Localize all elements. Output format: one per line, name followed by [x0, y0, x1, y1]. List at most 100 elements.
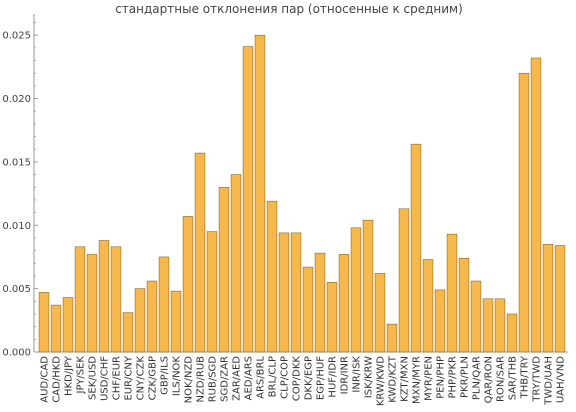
bar — [38, 292, 50, 353]
x-tick-label: PEN/PHP — [436, 356, 447, 399]
x-tick-label: EGP/HUF — [316, 356, 327, 400]
x-tick-label: ZAR/AED — [232, 356, 243, 401]
bar — [482, 298, 494, 353]
y-tick-label: 0.025 — [2, 31, 31, 42]
x-tick-label: NZD/RUB — [196, 356, 207, 403]
bar — [290, 232, 302, 353]
x-tick-label: ILS/NOK — [172, 356, 183, 397]
bar — [410, 143, 422, 353]
bar — [98, 240, 110, 353]
x-tick-label: ARS/BRL — [256, 356, 267, 399]
x-tick-label: AED/ARS — [244, 356, 255, 400]
x-tick-label: GBP/ILS — [160, 356, 171, 395]
bar — [110, 246, 122, 353]
bars — [38, 34, 566, 353]
bar — [470, 280, 482, 353]
bar — [422, 259, 434, 353]
x-tick-label: KRW/KWD — [376, 356, 387, 406]
bar — [386, 323, 398, 353]
x-tick-label: CNY/CZK — [136, 356, 147, 401]
x-tick-label: MXN/MYR — [412, 356, 423, 404]
bar — [50, 304, 62, 353]
x-tick-label: PKR/PLN — [460, 356, 471, 398]
bar — [446, 233, 458, 353]
x-tick-label: CZK/GBP — [148, 356, 159, 400]
bar — [554, 245, 566, 353]
bar — [494, 298, 506, 353]
bar — [242, 46, 254, 353]
x-tick-label: SAR/THB — [508, 356, 519, 400]
bar — [398, 208, 410, 353]
x-tick-label: SEK/USD — [88, 356, 99, 400]
x-tick-label: QAR/RON — [484, 356, 495, 403]
bar — [86, 254, 98, 353]
x-tick-label: HKD/JPY — [64, 355, 75, 396]
y-tick-label: 0.020 — [2, 94, 31, 105]
x-tick-label: SGD/ZAR — [220, 356, 231, 402]
y-tick-label: 0.015 — [2, 157, 31, 168]
bar — [362, 219, 374, 353]
bar — [518, 72, 530, 353]
x-tick-label: RUB/SGD — [208, 356, 219, 403]
bar — [194, 152, 206, 353]
bar — [374, 273, 386, 353]
x-tick-label: TWD/UAH — [544, 356, 555, 406]
x-tick-label: PLN/QAR — [472, 356, 483, 400]
y-tick-label: 0.010 — [2, 221, 31, 232]
x-tick-label: CLP/COP — [280, 356, 291, 399]
bar — [542, 243, 554, 353]
bar — [230, 174, 242, 353]
bar — [74, 246, 86, 353]
bar — [62, 297, 74, 353]
bar — [458, 257, 470, 353]
x-tick-label: AUD/CAD — [40, 356, 51, 403]
bar — [182, 216, 194, 353]
x-tick-label: JPY/SEK — [76, 356, 87, 395]
x-tick-label: CAD/HKD — [52, 356, 63, 403]
x-tick-label: ISK/KRW — [364, 356, 375, 398]
x-tick-label: BRL/CLP — [268, 356, 279, 397]
bar — [254, 34, 266, 353]
bar — [530, 57, 542, 353]
bar — [506, 313, 518, 353]
y-tick-label: 0.000 — [2, 348, 31, 359]
x-tick-label: NOK/NZD — [184, 356, 195, 404]
bar — [122, 312, 134, 353]
bar — [146, 280, 158, 353]
x-tick-label: KZT/MXN — [400, 356, 411, 402]
x-tick-label: COP/DKK — [292, 356, 303, 402]
x-tick-label: MYR/PEN — [424, 356, 435, 401]
bar — [302, 266, 314, 353]
bar — [266, 200, 278, 353]
bar — [134, 288, 146, 353]
bar — [206, 231, 218, 353]
x-axis-labels: AUD/CAD CAD/HKD HKD/JPY JPY/SEK SEK/USD USD/C… — [40, 355, 567, 406]
x-tick-label: IDR/INR — [340, 356, 351, 394]
x-tick-label: TRY/TWD — [532, 356, 543, 403]
x-tick-label: THB/TRY — [520, 355, 531, 399]
bar — [278, 232, 290, 353]
x-tick-label: INR/ISK — [352, 356, 363, 393]
y-axis-ticks: 0.000 0.005 0.010 0.015 0.020 0.025 — [2, 22, 38, 359]
x-tick-label: CHF/EUR — [112, 356, 123, 400]
x-tick-label: USD/CHF — [100, 356, 111, 401]
bar — [338, 254, 350, 353]
bar — [314, 252, 326, 353]
bar — [350, 227, 362, 353]
x-tick-label: EUR/CNY — [124, 355, 135, 400]
x-tick-label: DKK/EGP — [304, 356, 315, 400]
x-tick-label: PHP/PKR — [448, 356, 459, 399]
x-tick-label: RON/SAR — [496, 356, 507, 402]
y-tick-label: 0.005 — [2, 284, 31, 295]
bar — [326, 282, 338, 353]
bar — [170, 290, 182, 353]
x-tick-label: KWD/KZT — [388, 355, 399, 403]
bar — [218, 186, 230, 353]
chart-title: стандартные отклонения пар (относенные к… — [115, 2, 463, 16]
bar — [158, 256, 170, 353]
x-tick-label: UAH/VND — [556, 356, 567, 403]
x-tick-label: HUF/IDR — [328, 356, 339, 398]
bar — [434, 289, 446, 353]
